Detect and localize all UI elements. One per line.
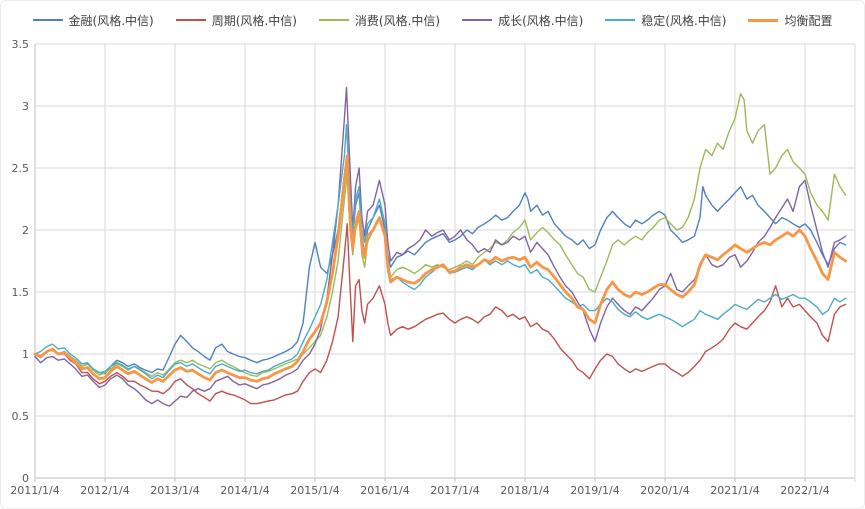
legend-item-balanced: 均衡配置 xyxy=(748,12,832,29)
x-tick-label: 2022/1/4 xyxy=(780,484,829,497)
legend-label-balanced: 均衡配置 xyxy=(784,13,833,28)
legend-swatch-balanced-icon xyxy=(748,18,779,22)
y-tick-label: 1.5 xyxy=(12,286,30,299)
x-tick-label: 2020/1/4 xyxy=(640,484,689,497)
series-line-finance xyxy=(34,154,847,375)
y-tick-label: 1 xyxy=(22,348,29,361)
legend-label-cyclical: 周期(风格.中信) xyxy=(211,13,297,28)
legend-label-finance: 金融(风格.中信) xyxy=(68,13,154,28)
y-tick-label: 0.5 xyxy=(12,410,30,423)
legend-label-stable: 稳定(风格.中信) xyxy=(641,13,727,28)
x-tick-label: 2018/1/4 xyxy=(500,484,549,497)
legend-label-growth: 成长(风格.中信) xyxy=(498,13,584,28)
legend-swatch-growth-icon xyxy=(462,19,493,21)
legend-item-cyclical: 周期(风格.中信) xyxy=(175,12,297,29)
legend-swatch-finance-icon xyxy=(32,19,63,21)
x-tick-label: 2016/1/4 xyxy=(360,484,409,497)
chart-legend: 金融(风格.中信) 周期(风格.中信) 消费(风格.中信) 成长(风格.中信) 稳定(风… xyxy=(1,9,864,31)
legend-swatch-consumer-icon xyxy=(318,19,349,21)
series-line-stable xyxy=(34,123,847,380)
x-tick-label: 2021/1/4 xyxy=(710,484,759,497)
x-tick-label: 2015/1/4 xyxy=(290,484,339,497)
x-tick-label: 2017/1/4 xyxy=(430,484,479,497)
y-tick-label: 3.5 xyxy=(12,38,30,51)
x-tick-label: 2013/1/4 xyxy=(150,484,199,497)
y-tick-label: 2.5 xyxy=(12,162,30,175)
series-line-balanced xyxy=(33,154,847,384)
y-tick-label: 3 xyxy=(22,100,29,113)
series-line-cyclical xyxy=(34,223,847,405)
legend-swatch-stable-icon xyxy=(605,19,636,21)
y-tick-label: 0 xyxy=(22,472,29,485)
x-tick-label: 2019/1/4 xyxy=(570,484,619,497)
y-tick-label: 2 xyxy=(22,224,29,237)
legend-swatch-cyclical-icon xyxy=(175,19,206,21)
legend-item-consumer: 消费(风格.中信) xyxy=(318,12,441,29)
series-line-growth xyxy=(34,86,847,407)
series-line-consumer xyxy=(34,92,847,377)
x-tick-label: 2012/1/4 xyxy=(80,484,129,497)
x-tick-label: 2011/1/4 xyxy=(10,484,59,497)
x-tick-label: 2014/1/4 xyxy=(220,484,269,497)
legend-item-growth: 成长(风格.中信) xyxy=(462,12,583,29)
legend-label-consumer: 消费(风格.中信) xyxy=(354,13,441,28)
legend-item-stable: 稳定(风格.中信) xyxy=(605,12,726,29)
legend-item-finance: 金融(风格.中信) xyxy=(32,12,154,29)
